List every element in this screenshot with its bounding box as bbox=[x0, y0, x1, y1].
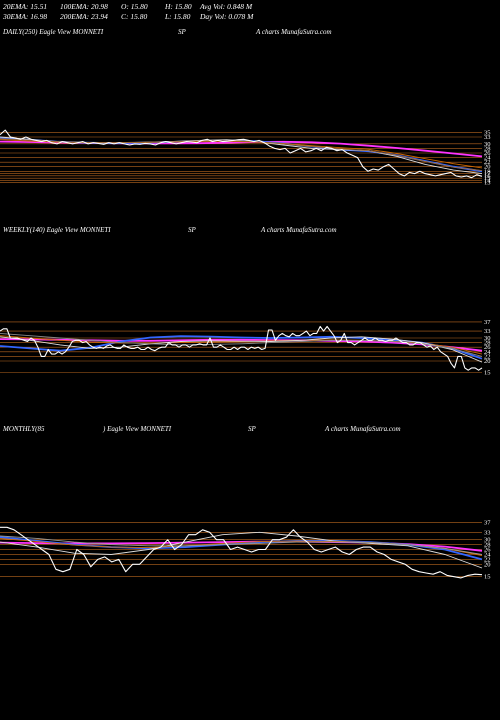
weekly-y-tick-label: 22 bbox=[484, 353, 491, 360]
daily-y-tick-label: 14 bbox=[484, 177, 491, 184]
weekly-y-tick-label: 20 bbox=[484, 358, 491, 365]
monthly-panel-label: MONTHLY(85 bbox=[3, 425, 45, 433]
day-vol-readout: Day Vol: 0.078 M bbox=[200, 12, 254, 21]
daily-y-tick-label: 15 bbox=[484, 175, 491, 182]
daily-y-tick-label: 16 bbox=[484, 173, 491, 180]
weekly-y-tick-label: 33 bbox=[484, 328, 491, 335]
open-readout: O: 15.80 bbox=[121, 2, 148, 11]
monthly-price-line bbox=[0, 526, 483, 579]
avg-vol-readout: Avg Vol: 0.848 M bbox=[200, 2, 253, 11]
weekly-panel-label: WEEKLY(140) Eagle View MONNETI bbox=[3, 226, 111, 234]
high-readout: H: 15.80 bbox=[165, 2, 192, 11]
daily-y-tick-label: 33 bbox=[484, 134, 491, 141]
daily-y-tick-label: 30 bbox=[484, 141, 491, 148]
low-readout: L: 15.80 bbox=[165, 12, 191, 21]
monthly-y-tick-label: 30 bbox=[484, 537, 491, 544]
monthly-y-tick-label: 20 bbox=[484, 561, 491, 568]
monthly-panel-label-2: ) Eagle View MONNETI bbox=[103, 425, 172, 433]
monthly-ma-line bbox=[0, 535, 483, 555]
monthly-panel-symbol: SP bbox=[248, 425, 256, 433]
daily-panel-symbol: SP bbox=[178, 28, 186, 36]
monthly-ma-line bbox=[0, 531, 483, 569]
monthly-y-tick-label: 22 bbox=[484, 556, 491, 563]
ema200-readout: 200EMA: 23.94 bbox=[60, 12, 108, 21]
monthly-y-tick-label: 37 bbox=[484, 519, 491, 526]
monthly-y-tick-label: 28 bbox=[484, 542, 491, 549]
weekly-y-tick-label: 37 bbox=[484, 319, 491, 326]
daily-y-tick-label: 17 bbox=[484, 171, 491, 178]
weekly-ma-line bbox=[0, 336, 483, 363]
daily-y-tick-label: 22 bbox=[484, 159, 491, 166]
daily-y-tick-label: 18 bbox=[484, 168, 491, 175]
daily-y-tick-label: 35 bbox=[484, 129, 491, 136]
ema100-readout: 100EMA: 20.98 bbox=[60, 2, 108, 11]
weekly-y-tick-label: 24 bbox=[484, 349, 491, 356]
ema30-readout: 30EMA: 16.98 bbox=[3, 12, 48, 21]
daily-y-tick-label: 26 bbox=[484, 150, 491, 157]
monthly-panel-source: A charts MunafaSutra.com bbox=[325, 425, 401, 433]
weekly-y-tick-label: 28 bbox=[484, 340, 491, 347]
weekly-y-tick-label: 30 bbox=[484, 335, 491, 342]
daily-y-tick-label: 24 bbox=[484, 155, 491, 162]
weekly-y-tick-label: 26 bbox=[484, 344, 491, 351]
monthly-y-tick-label: 24 bbox=[484, 551, 491, 558]
daily-panel-label: DAILY(250) Eagle View MONNETI bbox=[3, 28, 104, 36]
weekly-ma-line bbox=[0, 338, 483, 352]
weekly-y-tick-label: 15 bbox=[484, 370, 491, 377]
weekly-price-line bbox=[0, 325, 483, 371]
daily-y-tick-label: 13 bbox=[484, 180, 491, 187]
daily-panel-source: A charts MunafaSutra.com bbox=[256, 28, 332, 36]
close-readout: C: 15.80 bbox=[121, 12, 148, 21]
monthly-y-tick-label: 15 bbox=[484, 574, 491, 581]
monthly-y-tick-label: 33 bbox=[484, 529, 491, 536]
daily-y-tick-label: 20 bbox=[484, 164, 491, 171]
weekly-ma-line bbox=[0, 335, 483, 360]
weekly-panel-source: A charts MunafaSutra.com bbox=[261, 226, 337, 234]
ema20-readout: 20EMA: 15.51 bbox=[3, 2, 48, 11]
daily-price-line bbox=[0, 129, 483, 179]
weekly-panel-symbol: SP bbox=[188, 226, 196, 234]
daily-y-tick-label: 28 bbox=[484, 145, 491, 152]
monthly-y-tick-label: 26 bbox=[484, 547, 491, 554]
